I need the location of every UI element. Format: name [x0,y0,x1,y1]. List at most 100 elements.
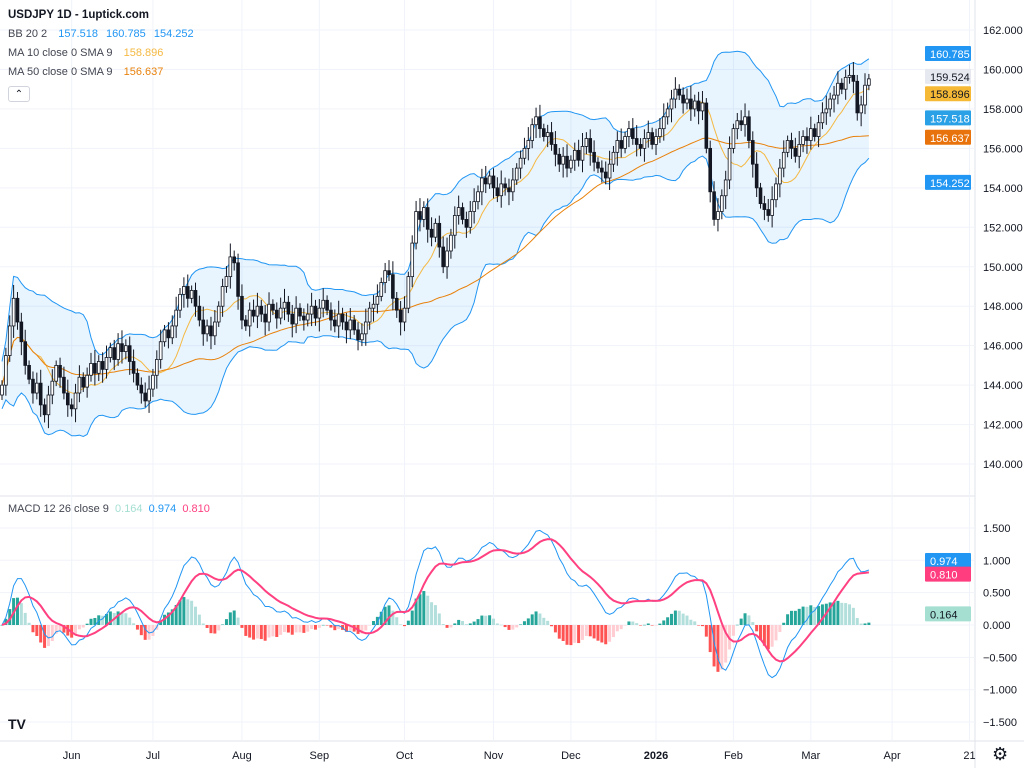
candle-body [805,136,809,141]
macd-histogram-bar [480,615,484,625]
candle [843,69,848,100]
candle-body [727,147,732,181]
macd-histogram-bar [267,625,271,638]
candle [54,360,58,387]
candle [793,137,798,163]
candle-body [406,276,411,309]
candle-body [15,297,20,323]
candle-body [483,177,488,185]
macd-histogram-bar [58,625,62,632]
macd-histogram-bar [507,625,511,630]
candle [739,110,743,132]
candle [692,94,697,117]
price-tick-label: 142.000 [983,420,1023,432]
candle [263,304,267,336]
macd-histogram-bar [132,623,136,625]
candle-body [352,319,356,331]
candle-body [89,363,93,376]
candle [325,295,329,316]
candle [820,102,825,130]
candle-body [650,132,654,145]
candle [638,138,643,157]
candle [344,312,349,344]
gear-icon[interactable]: ⚙ [992,744,1009,764]
macd-histogram-bar [321,624,325,626]
price-tick-label: 140.000 [983,459,1023,471]
macd-histogram-bar [596,625,600,641]
candle-body [402,307,407,323]
macd-histogram-bar [472,621,476,625]
candle-body [62,376,66,394]
candle-body [178,293,182,311]
macd-histogram-bar [542,617,546,625]
candle [576,139,581,167]
candle-body [712,191,716,220]
candle-body [77,376,82,394]
macd-histogram-bar [182,597,186,625]
ma10-legend: MA 10 close 0 SMA 9 158.896 [8,44,199,63]
candle [232,250,237,271]
candle [696,91,701,125]
candle-body [681,94,685,104]
bb-lower-badge-bg [925,174,971,190]
macd-histogram-bar [97,615,101,625]
candle-body [669,98,674,110]
candle [131,349,136,383]
candle-body [460,207,465,220]
candle-body [360,333,364,341]
candle [213,310,217,345]
candle [23,329,28,375]
candle [603,161,608,185]
candle-body [677,88,682,96]
time-tick-label: Aug [232,750,252,762]
candle [650,127,654,150]
candle-body [387,270,391,276]
candle-body [309,305,314,315]
candle [321,288,326,318]
macd-histogram-bar [793,610,797,625]
candle [73,383,78,423]
candle [298,303,302,322]
tradingview-logo[interactable]: TV [8,716,26,732]
candle-body [511,179,515,193]
candle [836,71,840,105]
candle [46,385,51,429]
macd-histogram-bar [817,606,821,625]
candle-body [38,382,43,406]
candle-body [824,108,829,114]
candle-body [166,329,171,339]
macd-histogram-bar [735,624,739,626]
candle [174,296,178,338]
macd-histogram-bar [546,620,550,625]
candle-body [425,207,430,230]
macd-histogram-bar [166,612,170,625]
macd-histogram-bar [515,625,519,628]
candle [360,323,364,347]
candle-body [758,187,763,205]
candle-body [452,215,457,236]
macd-histogram-bar [859,623,863,625]
ma10-badge: 158.896 [930,89,970,101]
candle [104,345,109,379]
candle-body [627,128,631,137]
candle [182,277,186,308]
macd-histogram-bar [573,625,577,643]
candle-body [294,307,298,325]
macd-histogram-bar [325,625,329,626]
ma10-line [1,87,870,395]
macd-histogram-bar [252,625,256,640]
candle [766,198,771,222]
candle-body [170,325,175,339]
macd-histogram-bar [557,625,561,639]
candle [723,170,728,210]
candle-body [611,151,616,165]
candle-body [251,309,256,317]
candle [216,301,221,327]
candle-body [708,147,713,193]
candle [689,85,693,121]
candle-body [228,256,233,278]
collapse-legend-button[interactable]: ⌃ [8,86,30,102]
macd-histogram-bar [503,625,507,628]
candle-body [236,262,240,297]
